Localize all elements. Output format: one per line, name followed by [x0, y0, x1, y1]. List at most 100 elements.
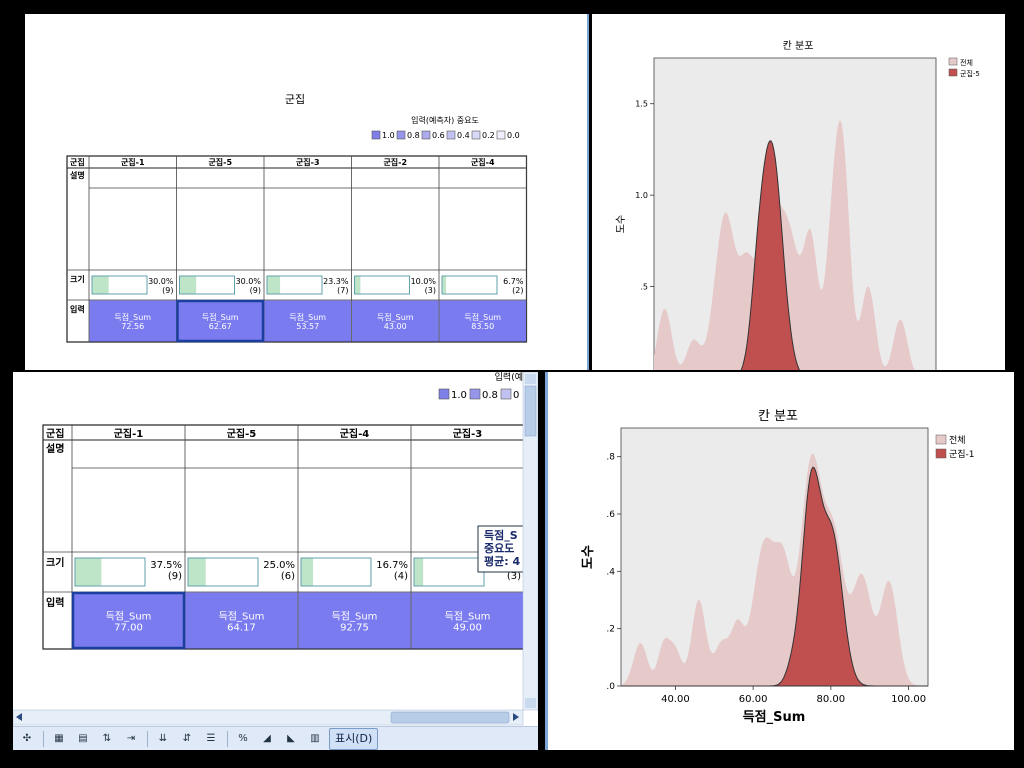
tl-size-bar [441, 275, 498, 295]
bl-size-percent: 16.7% [376, 560, 408, 571]
bottom-x-axis-label: 득점_Sum [743, 710, 806, 725]
bl-input-cell[interactable] [72, 592, 185, 649]
bl-size-percent: 25.0% [263, 560, 295, 571]
tl-input-value: 43.00 [384, 322, 407, 331]
tl-legend-swatch [371, 130, 381, 140]
bl-size-count: (3) [507, 571, 521, 582]
bottom-x-tick-label: 100.00 [891, 694, 926, 705]
top-y-axis-label: 도수 [615, 215, 627, 233]
bl-input-value: 49.00 [453, 623, 482, 634]
tl-legend-label: 0.2 [482, 131, 495, 140]
tl-size-bar-fill [180, 276, 197, 294]
top-cell-distribution-chart: 칸 분포 1.5 1.0 .5 도수 전체 군집-5 [615, 40, 980, 370]
tl-row-header-inputs: 입력 [70, 304, 85, 314]
tl-input-cell[interactable] [439, 300, 527, 342]
tl-cluster-header[interactable]: 군집-1 [121, 157, 145, 167]
horizontal-scroll-thumb[interactable] [390, 711, 510, 724]
tl-size-percent: 23.3% [323, 277, 349, 286]
tl-size-count: (7) [337, 286, 348, 295]
percent-icon[interactable]: % [238, 733, 248, 744]
toolbar-separator [147, 730, 148, 747]
tl-legend-label: 1.0 [382, 131, 395, 140]
scroll-up-button[interactable] [525, 374, 536, 384]
bottom-x-tick-label: 80.00 [817, 694, 846, 705]
top-chart-legend: 전체 군집-5 [948, 57, 980, 78]
tl-legend-swatch [396, 130, 406, 140]
display-menu-button[interactable]: 표시(D) [329, 727, 379, 750]
grid-view-icon[interactable]: ▦ [54, 733, 64, 744]
tl-legend-swatch [446, 130, 456, 140]
vertical-scroll-thumb[interactable] [524, 385, 537, 437]
top-cell-distribution-pane: 칸 분포 1.5 1.0 .5 도수 전체 군집-5 [592, 14, 1005, 370]
reset-icon[interactable]: ✣ [22, 733, 32, 744]
bl-size-percent: 37.5% [150, 560, 182, 571]
tl-input-name: 득점_Sum [377, 312, 414, 322]
tl-size-bar [354, 275, 410, 295]
tl-legend-swatch [421, 130, 431, 140]
bl-cluster-header[interactable]: 군집-1 [114, 428, 144, 440]
tl-legend-swatch [471, 130, 481, 140]
list-icon[interactable]: ☰ [206, 733, 216, 744]
tl-cluster-header[interactable]: 군집-3 [296, 157, 320, 167]
sort-number-icon[interactable]: ⇵ [182, 733, 192, 744]
scroll-left-arrow-icon[interactable] [16, 713, 22, 721]
bottom-overall-density-area [621, 453, 928, 686]
tl-input-cell[interactable] [177, 300, 264, 342]
scroll-right-arrow-icon[interactable] [513, 713, 519, 721]
tl-size-bar-fill [92, 276, 109, 294]
top-y-ticks: 1.5 1.0 .5 [635, 100, 654, 292]
tl-size-percent: 6.7% [503, 277, 524, 286]
toolbar-separator [227, 730, 228, 747]
bl-cluster-header[interactable]: 군집-3 [453, 428, 483, 440]
tl-input-cell[interactable] [352, 300, 439, 342]
bl-cluster-header[interactable]: 군집-5 [227, 428, 257, 440]
bl-row-header-size: 크기 [46, 556, 64, 569]
sort-alpha-icon[interactable]: ⇅ [102, 733, 112, 744]
bottom-x-tick-label: 60.00 [739, 694, 768, 705]
bl-input-cell[interactable] [185, 592, 298, 649]
top-legend-swatch-cluster [948, 68, 958, 77]
tl-input-cell[interactable] [89, 300, 177, 342]
tooltip-line-2: 중요도 [484, 542, 514, 555]
bottom-legend-swatch-cluster [935, 448, 947, 459]
top-y-tick-label: 1.5 [635, 100, 648, 109]
cluster-view-title: 군집 [285, 93, 305, 106]
importance-legend-title: 입력(예측자) 중요도 [411, 115, 479, 125]
vertical-scrollbar[interactable] [522, 372, 538, 711]
top-y-tick-label: .5 [640, 283, 648, 292]
chart-icon[interactable]: ◢ [263, 733, 271, 744]
toolbar-separator [43, 730, 44, 747]
bl-input-cell[interactable] [411, 592, 524, 649]
bl-cluster-header[interactable]: 군집-4 [340, 428, 370, 440]
tl-size-bar-fill [267, 276, 281, 294]
transpose-icon[interactable]: ▤ [78, 733, 88, 744]
bl-size-bar [413, 557, 485, 587]
scroll-down-button[interactable] [525, 698, 536, 708]
bl-legend-swatch [438, 388, 450, 400]
bl-size-count: (4) [394, 571, 408, 582]
horizontal-scrollbar[interactable] [13, 709, 524, 726]
tl-row-header-cluster: 군집 [70, 157, 85, 167]
bottom-cell-distribution-pane: 칸 분포 .8 .6 .4 .2 .0 40.00 60.00 80.00 100.00 도수… [545, 372, 1014, 750]
bl-input-cell[interactable] [298, 592, 411, 649]
tl-input-value: 83.50 [471, 322, 494, 331]
tl-selected-cell-outline [176, 299, 265, 343]
tl-cluster-header[interactable]: 군집-4 [471, 157, 495, 167]
cells-icon[interactable]: ▥ [310, 733, 320, 744]
tl-cluster-header[interactable]: 군집-2 [383, 157, 407, 167]
tl-input-cell[interactable] [264, 300, 352, 342]
tl-cluster-header[interactable]: 군집-5 [208, 157, 232, 167]
bl-input-value: 92.75 [340, 623, 369, 634]
bottom-chart-legend: 전체 군집-1 [935, 434, 975, 460]
top-legend-overall: 전체 [960, 58, 973, 67]
sort-arrow-icon[interactable]: ⇥ [126, 733, 136, 744]
bottom-legend-title-partial: 입력(예 [495, 372, 523, 383]
bl-input-name: 득점_Sum [219, 611, 265, 623]
bl-legend-label: 0 [513, 390, 519, 401]
top-cluster-density-area [740, 140, 801, 370]
tl-size-count: (2) [512, 286, 523, 295]
tooltip-line-1: 득점_S [484, 528, 518, 542]
area-chart-icon[interactable]: ◣ [287, 733, 295, 744]
tl-input-name: 득점_Sum [289, 312, 326, 322]
sort-cluster-icon[interactable]: ⇊ [158, 733, 168, 744]
